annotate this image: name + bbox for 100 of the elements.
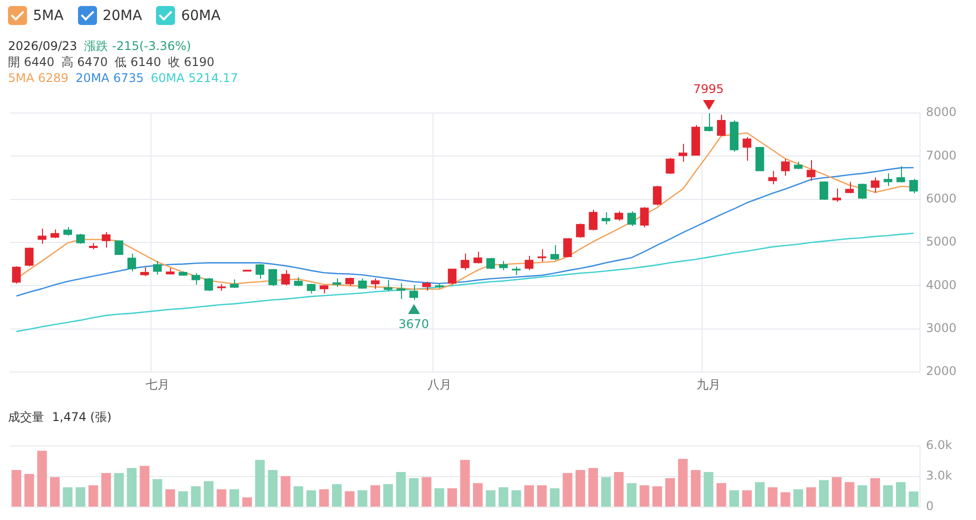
candlestick <box>614 210 624 222</box>
bar <box>191 486 201 507</box>
text: 收 6190 <box>168 55 214 69</box>
y-tick-label: 0 <box>926 498 934 513</box>
candlestick <box>858 183 867 200</box>
bar <box>498 487 508 507</box>
x-tick-label: 七月 <box>145 377 170 392</box>
bar <box>562 473 572 507</box>
y-tick-label: 7000 <box>926 148 957 162</box>
bar <box>524 485 534 507</box>
bar <box>242 497 252 507</box>
bar <box>24 474 34 507</box>
candlestick <box>704 112 713 132</box>
candlestick <box>781 158 790 176</box>
candlestick <box>127 253 136 272</box>
bar <box>665 478 675 507</box>
text: 漲跌 -215(-3.36%) <box>84 39 192 53</box>
bar <box>742 490 752 507</box>
bar <box>178 491 188 507</box>
bar <box>883 485 893 507</box>
candlestick <box>102 232 110 248</box>
bar <box>268 470 278 507</box>
bar <box>511 490 522 507</box>
bar <box>601 477 611 507</box>
bar <box>126 468 137 507</box>
candlestick <box>460 253 470 271</box>
bar <box>793 489 804 507</box>
y-tick-label: 6.0k <box>926 438 952 452</box>
bar <box>422 477 432 507</box>
bar <box>12 470 22 507</box>
candlestick <box>820 180 828 200</box>
candlestick <box>652 185 662 206</box>
bar <box>344 491 354 507</box>
bar <box>216 489 226 507</box>
candlestick <box>409 284 418 300</box>
candlestick <box>499 260 508 271</box>
candlestick <box>896 166 906 183</box>
candlestick <box>306 283 316 294</box>
bar <box>768 487 778 507</box>
bar <box>88 485 98 507</box>
candlestick <box>204 278 213 292</box>
bar <box>844 482 854 507</box>
candlestick <box>602 212 610 225</box>
candlestick <box>717 114 726 137</box>
y-tick-label: 3000 <box>926 320 957 335</box>
candlestick <box>24 247 34 267</box>
bar <box>652 486 662 507</box>
text: 1,474 (張) <box>52 410 112 424</box>
bar <box>370 485 380 507</box>
bar <box>588 468 598 507</box>
candlestick <box>806 160 816 182</box>
candlestick <box>524 255 534 271</box>
x-tick-label: 九月 <box>696 377 721 392</box>
bar <box>255 460 265 507</box>
bar <box>332 484 342 507</box>
candlestick <box>870 177 880 194</box>
candlestick <box>563 238 572 258</box>
bar <box>37 450 47 507</box>
bar <box>716 483 726 507</box>
candlestick <box>76 233 85 244</box>
bar <box>896 482 906 507</box>
text: 高 6470 <box>61 55 108 69</box>
legend-label: 60MA <box>181 8 221 24</box>
legend-label: 20MA <box>102 8 142 24</box>
text: 20MA 6735 <box>76 71 144 85</box>
bar <box>472 483 483 507</box>
bar <box>576 470 586 507</box>
bar <box>550 488 560 507</box>
bar <box>358 490 368 507</box>
candlestick <box>153 260 162 275</box>
candlestick <box>192 272 200 286</box>
bar <box>319 489 329 507</box>
text: 低 6140 <box>114 55 162 69</box>
bar <box>754 482 765 507</box>
y-tick-label: 8000 <box>926 105 957 120</box>
candlestick <box>114 240 124 256</box>
bar <box>908 492 918 507</box>
bar <box>62 487 73 507</box>
bar <box>729 490 739 507</box>
x-tick-label: 八月 <box>427 377 452 392</box>
bar <box>101 473 111 507</box>
y-tick-label: 5000 <box>926 234 957 249</box>
annotation: 7995 <box>693 82 724 96</box>
y-tick-label: 4000 <box>926 278 957 292</box>
candlestick <box>588 209 598 231</box>
bar <box>626 483 636 507</box>
bar <box>704 472 714 507</box>
bar <box>434 488 444 507</box>
bar <box>140 466 150 507</box>
candlestick <box>448 268 457 285</box>
chart-title: 成交量 <box>8 410 44 424</box>
bar <box>294 486 304 507</box>
bar <box>204 481 214 507</box>
candlestick <box>845 181 854 194</box>
bar <box>408 478 419 507</box>
candlestick <box>422 281 431 292</box>
candlestick <box>627 210 636 227</box>
bar <box>614 472 624 507</box>
bar <box>383 484 393 507</box>
bar <box>857 485 868 507</box>
